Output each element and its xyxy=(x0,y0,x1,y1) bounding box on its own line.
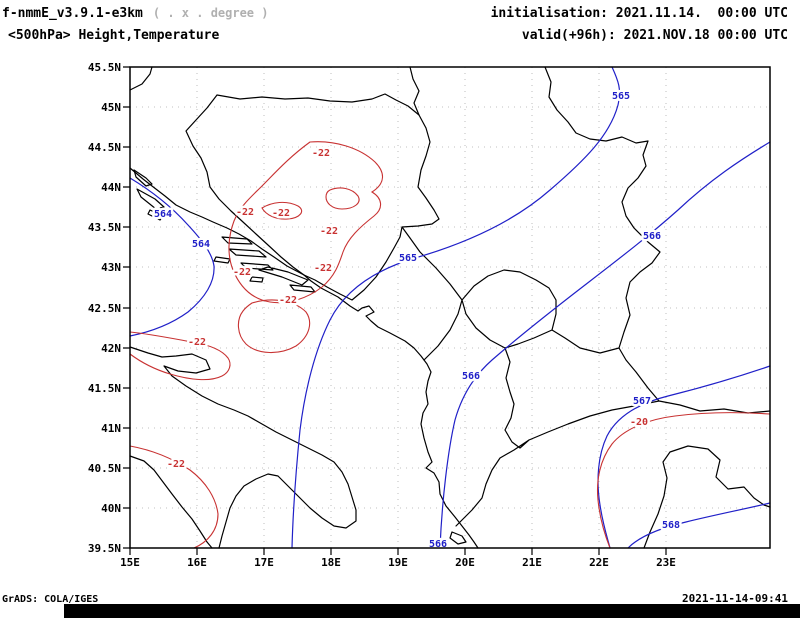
temp-contour-m22-west-tongue xyxy=(129,331,231,381)
y-tick-label: 40N xyxy=(101,502,121,515)
temp-contour-m20-east xyxy=(596,412,771,549)
height-contour-564 xyxy=(129,177,215,337)
y-tick-label: 44.5N xyxy=(88,141,121,154)
grads-credit: GrADS: COLA/IGES xyxy=(2,594,99,605)
graticule-meridians xyxy=(196,67,667,548)
y-tick-label: 41N xyxy=(101,422,121,435)
x-axis-labels: 15E 16E 17E 18E 19E 20E 21E 22E 23E xyxy=(120,556,676,569)
map-canvas: 564 564 565 565 566 566 566 567 568 -22 … xyxy=(88,61,771,569)
x-tick-label: 23E xyxy=(656,556,676,569)
x-tick-label: 19E xyxy=(388,556,408,569)
y-tick-label: 39.5N xyxy=(88,542,121,555)
y-tick-label: 42.5N xyxy=(88,302,121,315)
y-tick-label: 42N xyxy=(101,342,121,355)
x-tick-label: 15E xyxy=(120,556,140,569)
temp-label-m22: -22 xyxy=(312,148,330,159)
height-contours xyxy=(129,66,771,549)
y-tick-label: 40.5N xyxy=(88,462,121,475)
header-left-line1: f-nmmE_v3.9.1-e3km ( . x . degree ) xyxy=(2,6,268,21)
temp-label-m22: -22 xyxy=(233,267,251,278)
x-tick-label: 16E xyxy=(187,556,207,569)
temp-contour-m22-inner-b xyxy=(261,201,303,220)
temperature-contours xyxy=(129,141,771,549)
height-contour-567 xyxy=(597,365,771,549)
temp-label-m22: -22 xyxy=(320,226,338,237)
coastlines-and-borders xyxy=(129,66,771,549)
height-label-564: 564 xyxy=(192,239,210,250)
y-axis-labels: 45.5N 45N 44.5N 44N 43.5N 43N 42.5N 42N … xyxy=(88,61,121,555)
temp-label-m20: -20 xyxy=(630,417,648,428)
header-right-line2: valid(+96h): 2021.NOV.18 00:00 UTC xyxy=(522,28,788,43)
creation-timestamp: 2021-11-14-09:41 xyxy=(682,592,788,605)
y-tick-label: 43N xyxy=(101,261,121,274)
header-right-line1: initialisation: 2021.11.14. 00:00 UTC xyxy=(491,6,788,21)
temp-contour-m22-main xyxy=(228,141,384,304)
coastline-italy xyxy=(129,346,357,549)
init-time: initialisation: 2021.11.14. 00:00 UTC xyxy=(490,6,788,21)
temp-label-m22: -22 xyxy=(167,459,185,470)
height-contour-568 xyxy=(627,502,771,549)
coastline-aegean xyxy=(643,445,771,549)
temp-label-m22: -22 xyxy=(236,207,254,218)
y-tick-label: 45N xyxy=(101,101,121,114)
temp-contour-m22-southwest xyxy=(129,445,219,549)
model-title: f-nmmE_v3.9.1-e3km xyxy=(2,6,143,21)
island-corfu xyxy=(449,531,467,545)
y-tick-label: 45.5N xyxy=(88,61,121,74)
temperature-contour-labels: -22 -22 -22 -22 -22 -22 -22 -22 -22 -20 xyxy=(164,146,650,473)
border-slovenia xyxy=(129,66,153,91)
height-label-566: 566 xyxy=(643,231,661,242)
temp-contour-m22-south-loop xyxy=(237,299,311,354)
x-tick-label: 22E xyxy=(589,556,609,569)
temp-contour-m22-inner-a xyxy=(325,187,360,210)
model-resolution: ( . x . degree ) xyxy=(152,6,269,20)
height-contour-labels: 564 564 565 565 566 566 566 567 568 xyxy=(151,89,682,553)
x-tick-label: 17E xyxy=(254,556,274,569)
bottom-black-bar xyxy=(64,604,800,618)
borders-serbia xyxy=(409,66,661,354)
graticule xyxy=(130,67,770,548)
temp-label-m22: -22 xyxy=(314,263,332,274)
borders-albania-macedonia-greece xyxy=(455,347,771,527)
field-title: <500hPa> Height,Temperature xyxy=(8,28,220,43)
borders-kosovo-montenegro xyxy=(401,226,557,361)
y-tick-label: 44N xyxy=(101,181,121,194)
height-contour-565 xyxy=(291,66,621,549)
height-label-566: 566 xyxy=(462,371,480,382)
coastline-adriatic-balkan xyxy=(129,167,479,549)
valid-time: valid(+96h): 2021.NOV.18 00:00 UTC xyxy=(521,28,788,43)
height-contour-566 xyxy=(439,141,771,549)
axis-ticks xyxy=(123,66,667,555)
x-tick-label: 20E xyxy=(455,556,475,569)
x-tick-label: 18E xyxy=(321,556,341,569)
y-tick-label: 41.5N xyxy=(88,382,121,395)
height-label-564: 564 xyxy=(154,209,172,220)
x-tick-label: 21E xyxy=(522,556,542,569)
height-label-565: 565 xyxy=(612,91,630,102)
border-bosnia xyxy=(185,93,440,301)
plot-frame xyxy=(129,66,771,549)
islands-dalmatia xyxy=(133,169,316,293)
temp-label-m22: -22 xyxy=(279,295,297,306)
temp-label-m22: -22 xyxy=(272,208,290,219)
header-left-line2: <500hPa> Height,Temperature xyxy=(8,28,219,43)
y-tick-label: 43.5N xyxy=(88,221,121,234)
height-label-567: 567 xyxy=(633,396,651,407)
height-label-565: 565 xyxy=(399,253,417,264)
temp-label-m22: -22 xyxy=(188,337,206,348)
height-label-568: 568 xyxy=(662,520,680,531)
